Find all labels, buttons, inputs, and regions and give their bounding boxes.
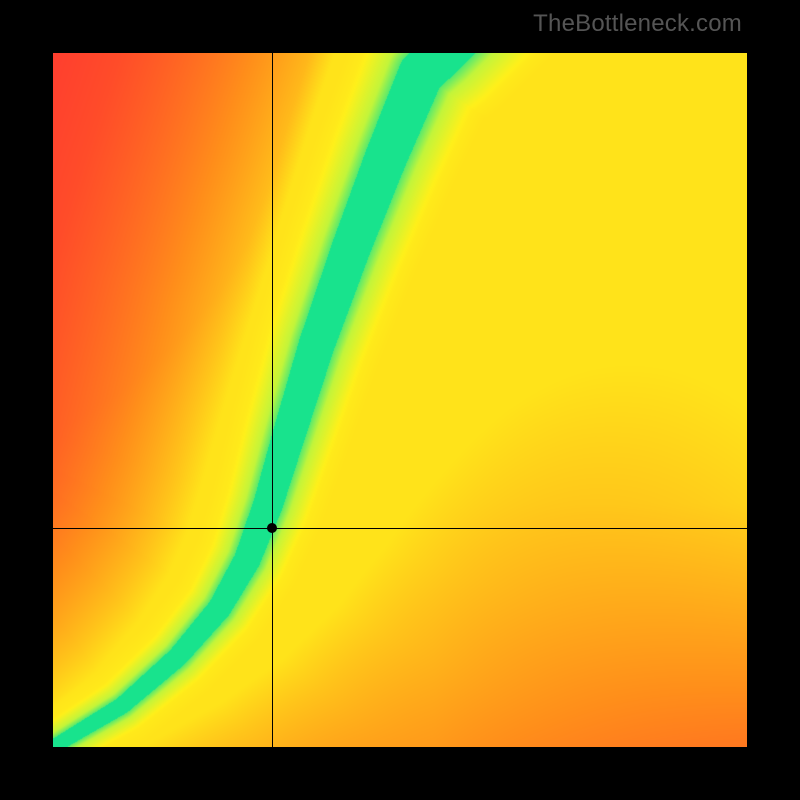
- heatmap-canvas: [53, 53, 747, 747]
- watermark-text: TheBottleneck.com: [533, 10, 742, 38]
- crosshair-vertical: [272, 53, 273, 747]
- crosshair-horizontal: [53, 528, 747, 529]
- crosshair-marker: [267, 523, 277, 533]
- heatmap-plot: [53, 53, 747, 747]
- chart-frame: TheBottleneck.com: [0, 0, 800, 800]
